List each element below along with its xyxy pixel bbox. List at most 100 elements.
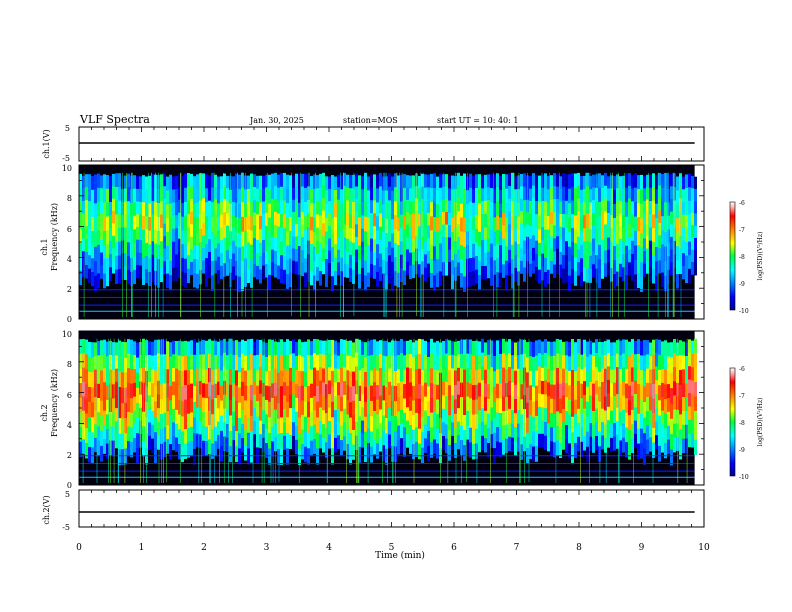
x-axis: 0 1 2 3 4 5 6 7 8 9 10 Time (min) bbox=[76, 543, 710, 561]
spec1-cell bbox=[613, 175, 616, 191]
spec1-cell bbox=[610, 254, 613, 269]
spec2-cell bbox=[436, 414, 439, 430]
spec2-cell bbox=[589, 368, 592, 383]
spec2-cell bbox=[268, 417, 271, 434]
spec1-cell bbox=[517, 244, 520, 259]
spec1-cell bbox=[457, 185, 460, 199]
ch1-waveform-frame bbox=[78, 126, 705, 162]
spec1-cell bbox=[172, 202, 175, 217]
spec1-cell bbox=[184, 187, 187, 203]
spec2-cell bbox=[340, 396, 343, 412]
spec2-cell bbox=[484, 356, 487, 371]
spec2-cell bbox=[97, 355, 100, 371]
spec2-cell bbox=[661, 382, 664, 398]
spec2-cell bbox=[322, 424, 325, 439]
spec2-cell bbox=[442, 368, 445, 383]
spec1-cell bbox=[355, 186, 358, 200]
spec1-cell bbox=[367, 258, 370, 274]
spec2-cell bbox=[385, 356, 388, 373]
spec1-cell bbox=[691, 261, 694, 275]
spec1-cell bbox=[100, 265, 103, 279]
spec1-cell bbox=[562, 200, 565, 215]
spec2-cell bbox=[157, 408, 160, 423]
spec2-cell bbox=[202, 440, 205, 456]
spec2-cell bbox=[583, 353, 586, 368]
spec1-cell bbox=[583, 215, 586, 229]
spec1-cell bbox=[421, 186, 424, 200]
spec1-cell bbox=[349, 241, 352, 256]
spec1-cell bbox=[679, 210, 682, 224]
spec1-cell bbox=[610, 228, 613, 242]
spec1-cell bbox=[607, 213, 610, 226]
spec2-cell bbox=[154, 386, 157, 402]
spec2-cell bbox=[508, 380, 511, 396]
spec2-cell bbox=[157, 353, 160, 368]
spec1-cell bbox=[304, 258, 307, 274]
spec2-cell bbox=[190, 369, 193, 385]
spec2-cell bbox=[670, 434, 673, 450]
spec2-cell bbox=[400, 395, 403, 411]
spec1-cell bbox=[679, 235, 682, 249]
spec1-cell bbox=[511, 259, 514, 275]
spec2-cell bbox=[247, 401, 250, 418]
spec1-cell bbox=[547, 256, 550, 271]
spec2-cell bbox=[490, 340, 493, 355]
spec1-cell bbox=[421, 261, 424, 275]
spec1-cell bbox=[694, 188, 697, 202]
spec1-cell bbox=[310, 257, 313, 272]
spec2-cell bbox=[685, 369, 688, 385]
spec1-cell bbox=[616, 202, 619, 217]
spec2-cell bbox=[532, 416, 535, 433]
spec2-cell bbox=[574, 428, 577, 444]
spec1-cell bbox=[223, 173, 226, 187]
spec2-cell bbox=[397, 425, 400, 441]
ch2-colorbar-label: log(PSD)(V²/Hz) bbox=[757, 398, 764, 447]
spec2-cell bbox=[583, 339, 586, 355]
spec2-cell bbox=[592, 397, 595, 412]
spec2-cell bbox=[592, 438, 595, 453]
spec1-cell bbox=[469, 187, 472, 203]
spec2-cell bbox=[148, 381, 151, 396]
spec1-cell bbox=[292, 248, 295, 262]
spec2-cell bbox=[646, 411, 649, 426]
spec1-cell bbox=[100, 226, 103, 241]
spec1-cell bbox=[127, 228, 130, 243]
spec2-cell bbox=[538, 353, 541, 368]
spec1-cell bbox=[208, 239, 211, 253]
spec2-cell bbox=[454, 370, 457, 386]
spec1-cell bbox=[391, 205, 394, 220]
spec1-cell bbox=[283, 228, 286, 243]
spec1-cell bbox=[346, 238, 349, 253]
spec1-cell bbox=[250, 258, 253, 274]
spec2-cell bbox=[190, 426, 193, 442]
spec1-cell bbox=[208, 213, 211, 227]
spec2-cell bbox=[196, 420, 199, 435]
spec2-cell bbox=[367, 370, 370, 386]
figure-title: VLF Spectra bbox=[79, 113, 150, 126]
spec1-cell bbox=[406, 187, 409, 201]
spec1-cell bbox=[586, 213, 589, 229]
spec1-cell bbox=[91, 217, 94, 232]
spec1-cell bbox=[586, 254, 589, 270]
spec2-cell bbox=[469, 383, 472, 399]
ch1-waveform-panel: 5 -5 ch.1(V) bbox=[42, 124, 705, 163]
spec1-cell bbox=[217, 230, 220, 245]
spec1-cell bbox=[502, 199, 505, 214]
spec2-cell bbox=[469, 398, 472, 414]
spec1-cell bbox=[235, 246, 238, 262]
spec1-cell bbox=[496, 272, 499, 287]
spec2-cell bbox=[580, 383, 583, 399]
spec2-cell bbox=[466, 439, 469, 455]
spec1-cell bbox=[136, 201, 139, 215]
spec1-cell bbox=[649, 214, 652, 229]
spec2-cell bbox=[427, 401, 430, 417]
spec2-cell bbox=[454, 385, 457, 400]
spec2-cell bbox=[190, 354, 193, 370]
spec2-cell bbox=[310, 369, 313, 385]
spec1-cell bbox=[379, 240, 382, 255]
spec2-cell bbox=[241, 395, 244, 411]
spec1-cell bbox=[322, 198, 325, 212]
spec2-cell bbox=[511, 382, 514, 397]
spec1-cell bbox=[520, 211, 523, 225]
spec1-cell bbox=[388, 255, 391, 270]
